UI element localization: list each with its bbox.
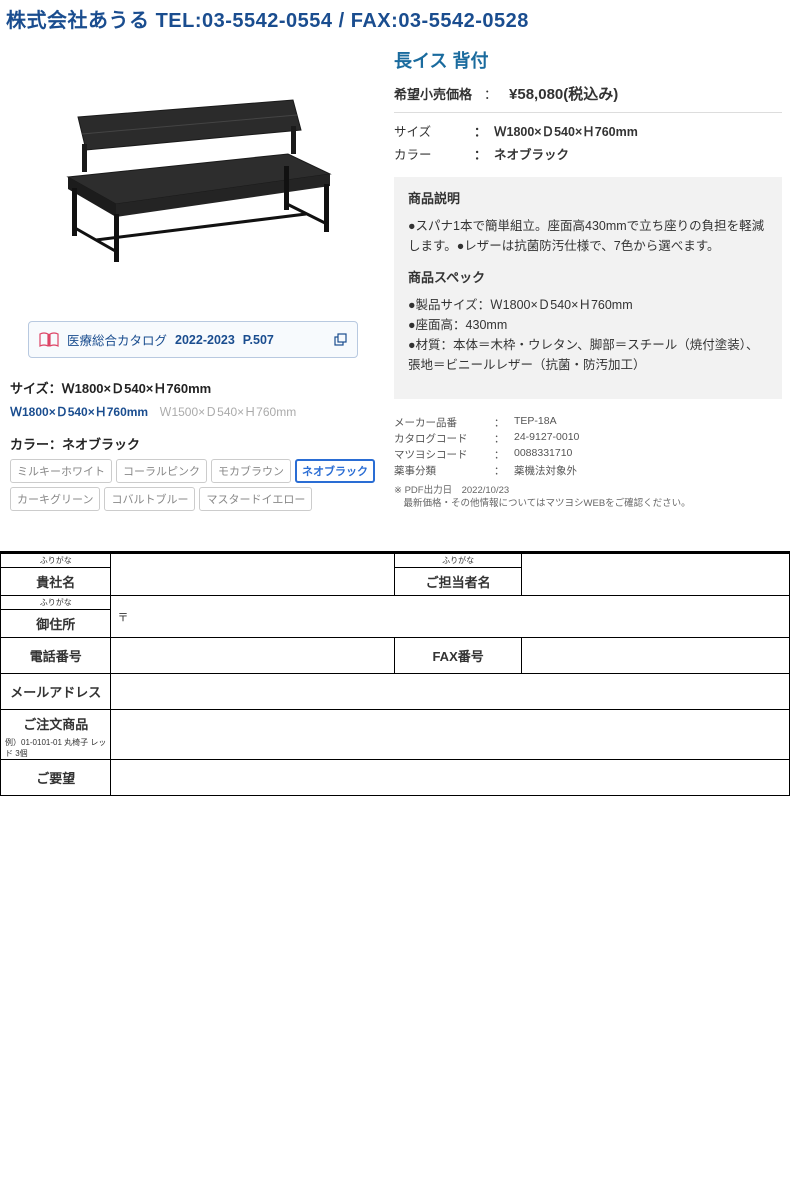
- form-company-label: 貴社名: [1, 568, 110, 595]
- desc-heading: 商品説明: [408, 189, 768, 210]
- meta-key: カタログコード: [394, 431, 494, 446]
- meta-val: 24-9127-0010: [514, 431, 579, 446]
- fax-number: 03-5542-0528: [398, 10, 529, 32]
- color-chip[interactable]: カーキグリーン: [10, 487, 100, 511]
- order-form: ふりがな 貴社名 ふりがな ご担当者名 ふりがな 御住所 〒 電話番号 FAX番…: [0, 551, 790, 796]
- colon: ：: [484, 84, 497, 103]
- size-option-selected[interactable]: Ｗ1800×Ｄ540×Ｈ760mm: [10, 405, 148, 419]
- spec-line: ●材質：本体＝木枠・ウレタン、脚部＝スチール（焼付塗装）、張地＝ビニールレザー（…: [408, 335, 768, 375]
- meta-key: 薬事分類: [394, 463, 494, 478]
- disclaimer: 最新価格・その他情報についてはマツヨシWEBをご確認ください。: [394, 497, 782, 510]
- color-chip[interactable]: コーラルピンク: [116, 459, 207, 483]
- form-contact-label: ご担当者名: [395, 568, 520, 595]
- spec-size-val: Ｗ1800×Ｄ540×Ｈ760mm: [494, 121, 638, 140]
- form-contact-field[interactable]: [521, 554, 789, 596]
- color-chip[interactable]: ミルキーホワイト: [10, 459, 112, 483]
- spec-color: カラー ： ネオブラック: [394, 144, 782, 163]
- catalog-year: 2022-2023: [175, 333, 235, 347]
- spec-color-key: カラー: [394, 144, 474, 163]
- form-tel-label: 電話番号: [1, 642, 110, 669]
- spec-color-val: ネオブラック: [494, 144, 569, 163]
- size-options: Ｗ1800×Ｄ540×Ｈ760mm Ｗ1500×Ｄ540×Ｈ760mm: [10, 403, 378, 420]
- size-option[interactable]: Ｗ1500×Ｄ540×Ｈ760mm: [159, 405, 296, 419]
- catalog-prefix: 医療総合カタログ: [67, 330, 167, 349]
- form-fax-field[interactable]: [521, 638, 789, 674]
- meta-table: メーカー品番：TEP-18A カタログコード：24-9127-0010 マツヨシ…: [394, 415, 782, 478]
- company-header: 株式会社あうる TEL:03-5542-0554 / FAX:03-5542-0…: [0, 0, 790, 37]
- form-address-label: 御住所: [1, 610, 110, 637]
- form-fax-label: FAX番号: [395, 642, 520, 669]
- bench-illustration: [38, 82, 348, 272]
- color-chip[interactable]: モカブラウン: [211, 459, 291, 483]
- spec-size: サイズ ： Ｗ1800×Ｄ540×Ｈ760mm: [394, 121, 782, 140]
- divider: /: [339, 10, 345, 32]
- fax-label: FAX:: [351, 10, 399, 32]
- product-title: 長イス 背付: [394, 47, 782, 73]
- size-attr-title: サイズ：Ｗ1800×Ｄ540×Ｈ760mm: [10, 378, 378, 397]
- book-icon: [39, 332, 59, 348]
- meta-key: メーカー品番: [394, 415, 494, 430]
- meta-val: TEP-18A: [514, 415, 557, 430]
- form-order-example: 例）01-0101-01 丸椅子 レッド 3個: [1, 737, 110, 759]
- catalog-page: P.507: [243, 333, 274, 347]
- color-attr-title: カラー：ネオブラック: [10, 434, 378, 453]
- spec-line: ●製品サイズ：Ｗ1800×Ｄ540×Ｈ760mm: [408, 295, 768, 315]
- spec-size-key: サイズ: [394, 121, 474, 140]
- meta-key: マツヨシコード: [394, 447, 494, 462]
- form-request-label: ご要望: [1, 764, 110, 791]
- company-name: 株式会社あうる: [6, 10, 150, 32]
- color-chip[interactable]: コバルトブルー: [104, 487, 195, 511]
- postal-mark: 〒: [117, 612, 128, 624]
- color-chip[interactable]: マスタードイエロー: [199, 487, 312, 511]
- form-email-label: メールアドレス: [1, 678, 110, 705]
- form-email-field[interactable]: [111, 674, 790, 710]
- form-company-field[interactable]: [111, 554, 395, 596]
- tel-number: 03-5542-0554: [202, 10, 333, 32]
- furigana-label: ふりがな: [1, 554, 110, 568]
- desc-body: ●スパナ1本で簡単組立。座面高430mmで立ち座りの負担を軽減します。●レザーは…: [408, 216, 768, 256]
- spec-heading: 商品スペック: [408, 268, 768, 289]
- meta-note: ※ PDF出力日 2022/10/23 最新価格・その他情報についてはマツヨシW…: [394, 484, 782, 511]
- form-address-field[interactable]: 〒: [111, 596, 790, 638]
- product-image: [8, 47, 378, 307]
- description-box: 商品説明 ●スパナ1本で簡単組立。座面高430mmで立ち座りの負担を軽減します。…: [394, 177, 782, 399]
- meta-val: 0088331710: [514, 447, 572, 462]
- copy-icon: [333, 333, 347, 347]
- price-label: 希望小売価格: [394, 84, 472, 103]
- furigana-label: ふりがな: [395, 554, 520, 568]
- form-tel-field[interactable]: [111, 638, 395, 674]
- pdf-date: ※ PDF出力日 2022/10/23: [394, 484, 782, 497]
- form-order-label: ご注文商品: [1, 710, 110, 737]
- tel-label: TEL:: [156, 10, 202, 32]
- form-order-field[interactable]: [111, 710, 790, 760]
- meta-val: 薬機法対象外: [514, 463, 577, 478]
- color-options: ミルキーホワイト コーラルピンク モカブラウン ネオブラック カーキグリーン コ…: [10, 459, 378, 511]
- furigana-label: ふりがな: [1, 596, 110, 610]
- form-request-field[interactable]: [111, 760, 790, 796]
- spec-line: ●座面高：430mm: [408, 315, 768, 335]
- price-value: ¥58,080(税込み): [509, 83, 618, 104]
- color-chip-selected[interactable]: ネオブラック: [295, 459, 375, 483]
- price-row: 希望小売価格 ： ¥58,080(税込み): [394, 83, 782, 113]
- catalog-link[interactable]: 医療総合カタログ 2022-2023 P.507: [28, 321, 358, 358]
